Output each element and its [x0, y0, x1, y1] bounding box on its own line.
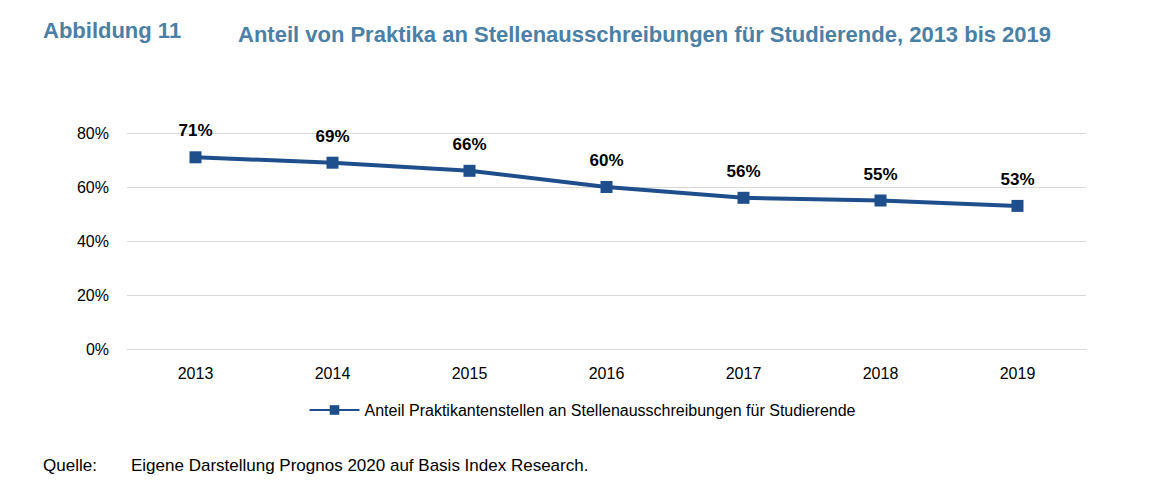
- svg-text:66%: 66%: [452, 135, 486, 154]
- svg-text:71%: 71%: [178, 121, 212, 140]
- svg-text:60%: 60%: [589, 151, 623, 170]
- svg-text:2017: 2017: [726, 365, 762, 382]
- svg-text:2019: 2019: [1000, 365, 1036, 382]
- svg-text:55%: 55%: [863, 165, 897, 184]
- svg-text:69%: 69%: [315, 127, 349, 146]
- svg-text:2013: 2013: [178, 365, 214, 382]
- svg-text:Anteil Praktikantenstellen an: Anteil Praktikantenstellen an Stellenaus…: [365, 402, 856, 419]
- svg-text:Anteil von Praktika an Stellen: Anteil von Praktika an Stellenausschreib…: [238, 22, 1051, 47]
- svg-text:Abbildung 11: Abbildung 11: [43, 18, 181, 43]
- svg-text:80%: 80%: [77, 125, 109, 142]
- svg-text:2018: 2018: [863, 365, 899, 382]
- svg-text:Eigene Darstellung Prognos 202: Eigene Darstellung Prognos 2020 auf Basi…: [131, 456, 588, 475]
- svg-text:0%: 0%: [86, 341, 109, 358]
- svg-text:2015: 2015: [452, 365, 488, 382]
- svg-text:40%: 40%: [77, 233, 109, 250]
- svg-text:2014: 2014: [315, 365, 351, 382]
- svg-text:2016: 2016: [589, 365, 625, 382]
- svg-text:53%: 53%: [1000, 170, 1034, 189]
- svg-text:56%: 56%: [726, 162, 760, 181]
- svg-text:20%: 20%: [77, 287, 109, 304]
- svg-text:Quelle:: Quelle:: [43, 456, 97, 475]
- svg-text:60%: 60%: [77, 179, 109, 196]
